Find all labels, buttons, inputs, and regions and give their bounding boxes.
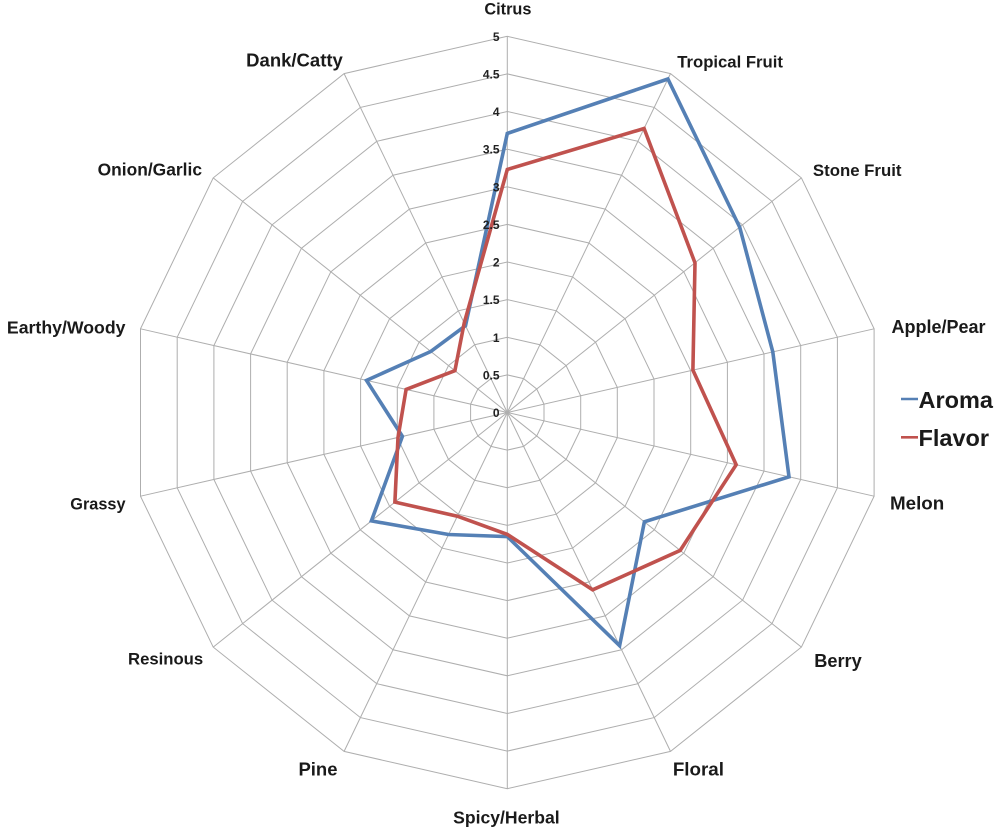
svg-text:Pine: Pine — [298, 758, 337, 779]
svg-text:Citrus: Citrus — [484, 1, 531, 19]
svg-text:Melon: Melon — [890, 492, 944, 513]
svg-text:2.5: 2.5 — [483, 218, 500, 232]
svg-text:Dank/Catty: Dank/Catty — [246, 50, 343, 71]
svg-text:3.5: 3.5 — [483, 143, 500, 157]
svg-text:1.5: 1.5 — [483, 293, 500, 307]
svg-text:Flavor: Flavor — [919, 425, 990, 451]
svg-text:Apple/Pear: Apple/Pear — [892, 317, 986, 337]
svg-text:Aroma: Aroma — [919, 387, 994, 413]
svg-text:Spicy/Herbal: Spicy/Herbal — [453, 808, 560, 828]
svg-text:5: 5 — [493, 30, 500, 44]
svg-text:3: 3 — [493, 180, 500, 194]
svg-text:Floral: Floral — [673, 758, 724, 779]
svg-text:Grassy: Grassy — [70, 495, 125, 513]
svg-text:1: 1 — [493, 331, 500, 345]
svg-text:2: 2 — [493, 256, 500, 270]
svg-text:Earthy/Woody: Earthy/Woody — [7, 318, 126, 338]
svg-text:Stone Fruit: Stone Fruit — [813, 161, 902, 180]
svg-text:Berry: Berry — [814, 651, 862, 671]
svg-text:4.5: 4.5 — [483, 67, 500, 81]
svg-text:Onion/Garlic: Onion/Garlic — [98, 159, 203, 179]
svg-text:0.5: 0.5 — [483, 368, 500, 382]
svg-text:4: 4 — [493, 105, 500, 119]
svg-text:Resinous: Resinous — [128, 650, 203, 669]
svg-text:0: 0 — [493, 406, 500, 420]
svg-text:Tropical Fruit: Tropical Fruit — [677, 52, 783, 71]
